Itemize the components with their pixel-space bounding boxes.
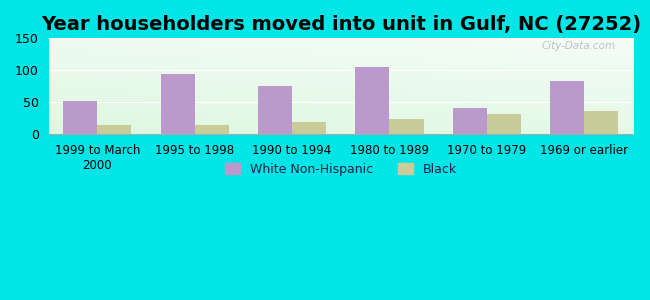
Bar [258,85,292,134]
Text: City-Data.com: City-Data.com [541,41,616,51]
Legend: White Non-Hispanic, Black: White Non-Hispanic, Black [220,158,462,181]
Bar [63,101,98,134]
Bar [356,67,389,134]
Bar [550,81,584,134]
Title: Year householders moved into unit in Gulf, NC (27252): Year householders moved into unit in Gul… [41,15,641,34]
Bar [292,122,326,134]
Bar [584,111,618,134]
Bar [453,108,487,134]
Bar [487,114,521,134]
Bar [195,125,229,134]
Bar [389,119,424,134]
Bar [161,74,195,134]
Bar [98,124,131,134]
